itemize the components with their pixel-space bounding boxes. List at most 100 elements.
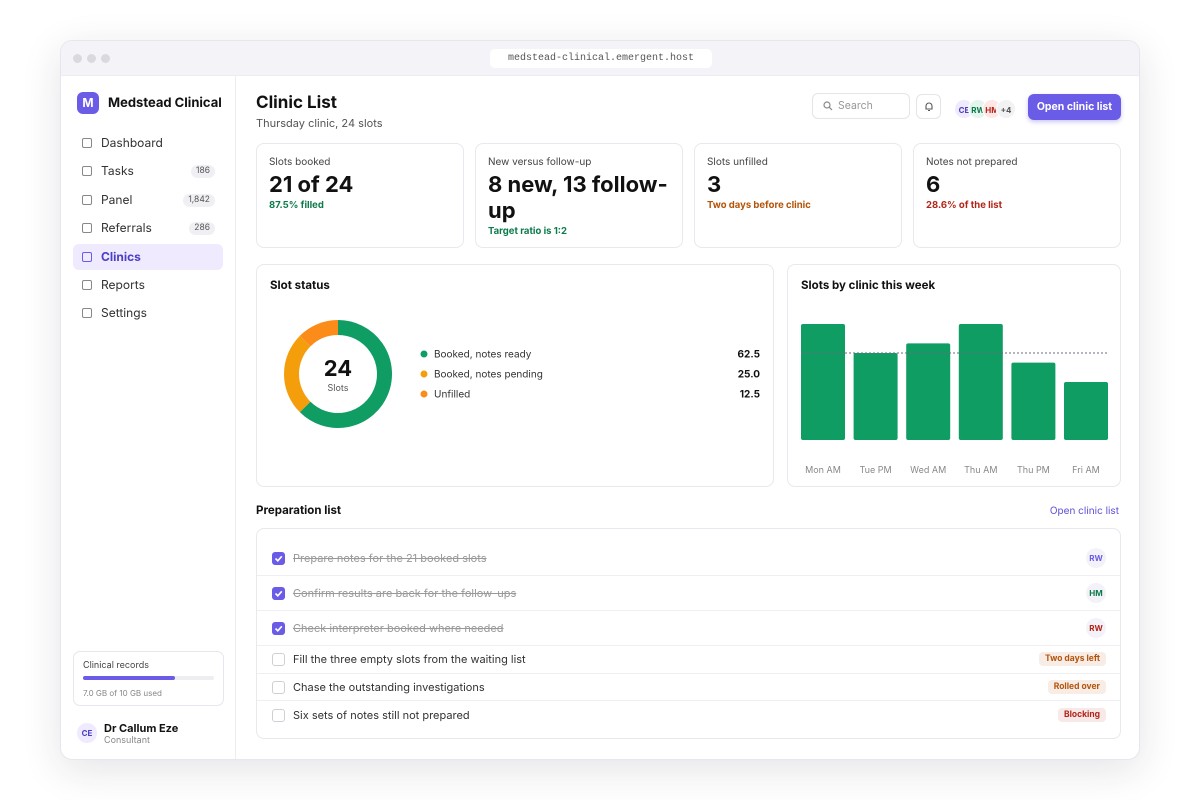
task-text: Fill the three empty slots from the wait… <box>293 652 526 667</box>
nav-item[interactable]: Reports <box>73 272 223 298</box>
checkbox[interactable] <box>272 552 285 565</box>
checkbox[interactable] <box>272 653 285 667</box>
avatars: CE RWHM +4 <box>954 97 1016 119</box>
nav-item[interactable]: Referrals 286 <box>73 215 223 241</box>
bar <box>1064 382 1108 440</box>
nav-item[interactable]: Tasks 186 <box>73 158 223 184</box>
nav-item[interactable]: Clinics <box>73 243 223 270</box>
prep-link[interactable]: Open clinic list <box>1049 505 1119 517</box>
page-subtitle: Thursday clinic, 24 slots <box>256 116 383 130</box>
card-title: Slots by clinic this week <box>801 278 936 292</box>
sidebar: M Medstead Clinical Dashboard Tasks 186 Pan… <box>61 76 236 759</box>
task-assignee: RW <box>1086 618 1106 638</box>
legend-value: 25.0 <box>738 369 761 381</box>
user-role: Consultant <box>104 735 150 746</box>
x-tick-label: Fri AM <box>1072 465 1100 476</box>
task-text: Chase the outstanding investigations <box>293 679 485 694</box>
x-tick-label: Tue PM <box>860 465 892 476</box>
checkbox[interactable] <box>272 587 285 600</box>
stat-note: 28.6% of the list <box>926 200 1003 211</box>
stat-card: Slots unfilled 3 Two days before clinic <box>694 143 902 248</box>
nav-label: Panel <box>101 191 133 207</box>
storage-card: Clinical records 7.0 GB of 10 GB used <box>73 651 224 706</box>
legend-swatch <box>420 390 428 398</box>
prep-list: Prepare notes for the 21 booked slots RW C… <box>256 528 1121 739</box>
page-title: Clinic List <box>256 93 337 113</box>
check-icon <box>274 590 283 597</box>
legend-label: Booked, notes pending <box>434 369 543 381</box>
nav-label: Tasks <box>101 163 134 179</box>
stat-note: 87.5% filled <box>269 200 324 211</box>
task-row[interactable]: Check interpreter booked where needed RW <box>257 611 1120 646</box>
checkbox[interactable] <box>272 680 285 694</box>
stat-card: New versus follow-up 8 new, 13 follow-up T… <box>475 143 683 248</box>
x-tick-label: Mon AM <box>805 465 841 476</box>
stat-note: Target ratio is 1:2 <box>488 226 567 237</box>
nav-item[interactable]: Panel 1,842 <box>73 187 223 213</box>
nav-icon <box>82 166 92 177</box>
checkbox[interactable] <box>272 622 285 635</box>
stat-value: 6 <box>926 172 941 198</box>
task-row[interactable]: Six sets of notes still not prepared Bloc… <box>257 701 1120 729</box>
storage-text: 7.0 GB of 10 GB used <box>83 688 162 698</box>
donut-center-label: Slots <box>328 383 349 394</box>
stat-card: Notes not prepared 6 28.6% of the list <box>913 143 1121 248</box>
card-title: Slot status <box>270 278 330 292</box>
nav-label: Settings <box>101 305 147 321</box>
nav-item[interactable]: Settings <box>73 300 223 326</box>
avatar-more: +4 <box>996 99 1016 119</box>
bar <box>801 324 845 440</box>
notifications[interactable] <box>916 94 941 119</box>
user-avatar: CE <box>77 723 97 743</box>
window-dot <box>87 54 96 63</box>
task-text: Check interpreter booked where needed <box>293 621 504 635</box>
nav-icon <box>82 223 92 234</box>
nav-label: Referrals <box>101 220 152 236</box>
task-text: Prepare notes for the 21 booked slots <box>293 551 487 565</box>
legend-value: 62.5 <box>738 349 760 361</box>
nav-label: Reports <box>101 277 145 292</box>
window-dot <box>101 54 110 63</box>
task-assignee: HM <box>1086 583 1106 603</box>
task-row[interactable]: Fill the three empty slots from the wait… <box>257 646 1120 674</box>
donut-center-value: 24 <box>324 356 352 382</box>
nav-icon <box>82 138 92 148</box>
task-row[interactable]: Prepare notes for the 21 booked slots RW <box>257 541 1120 576</box>
stat-label: New versus follow-up <box>488 156 592 168</box>
url-bar[interactable]: medstead-clinical.emergent.host <box>490 49 712 68</box>
nav-label: Dashboard <box>101 135 163 150</box>
main: Clinic List Thursday clinic, 24 slots Se… <box>256 76 1121 759</box>
search[interactable]: Search <box>812 93 910 119</box>
stat-note: Two days before clinic <box>707 200 811 211</box>
checkbox[interactable] <box>272 708 285 722</box>
nav-item[interactable]: Dashboard <box>73 130 223 156</box>
stat-value: 3 <box>707 172 722 198</box>
stat-value: 8 new, 13 follow-up <box>488 172 668 224</box>
legend-label: Booked, notes ready <box>434 349 532 361</box>
window-dot <box>73 54 82 63</box>
task-row[interactable]: Confirm results are back for the follow-… <box>257 576 1120 611</box>
nav-icon <box>82 194 92 205</box>
task-tag: Two days left <box>1038 652 1106 667</box>
title-bar: medstead-clinical.emergent.host <box>61 41 1139 76</box>
task-text: Confirm results are back for the follow-… <box>293 586 517 600</box>
storage-fill <box>83 676 175 680</box>
donut-segment <box>299 320 339 347</box>
task-text: Six sets of notes still not prepared <box>293 707 470 722</box>
donut-chart: Booked, notes ready 62.5 Booked, notes pen… <box>284 320 761 428</box>
task-tag: Rolled over <box>1047 679 1106 694</box>
nav-label: Clinics <box>101 248 141 264</box>
donut-segment <box>299 320 392 428</box>
bar <box>958 324 1003 440</box>
stat-card: Slots booked 21 of 24 87.5% filled <box>256 143 464 248</box>
task-row[interactable]: Chase the outstanding investigations Roll… <box>257 674 1120 701</box>
nav-badge: 186 <box>191 165 215 179</box>
open-clinic-button[interactable]: Open clinic list <box>1028 94 1121 120</box>
donut-segment <box>284 335 311 413</box>
prep-title: Preparation list <box>256 503 342 517</box>
bar <box>906 343 951 440</box>
nav-icon <box>82 251 92 262</box>
x-tick-label: Thu AM <box>964 465 997 476</box>
bar <box>853 353 898 440</box>
slot-status-card: Slot status Booked, notes ready 62.5 Booke… <box>256 264 774 487</box>
